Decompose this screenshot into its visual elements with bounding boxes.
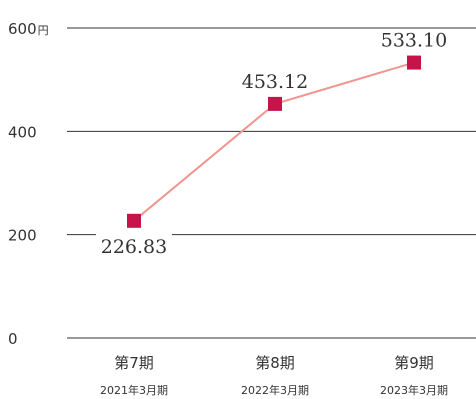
x-category-label: 第7期 (114, 354, 154, 372)
data-labels: 226.83 453.12 533.10 (101, 30, 447, 258)
x-category-sublabel: 2021年3月期 (100, 383, 168, 397)
data-label-backgrounds (96, 233, 172, 258)
data-label: 533.10 (381, 30, 447, 52)
y-axis-ticks: 0 200 400 600円 (8, 20, 49, 348)
data-point-marker (127, 213, 141, 228)
y-tick-label: 200 (8, 227, 37, 245)
data-label: 453.12 (242, 71, 308, 93)
data-label-background (96, 233, 172, 258)
y-tick-label: 400 (8, 123, 37, 141)
y-tick-label: 600円 (8, 20, 49, 38)
y-tick-label: 0 (8, 330, 18, 348)
x-category-sublabel: 2022年3月期 (241, 383, 309, 397)
x-category-label: 第8期 (255, 354, 295, 372)
data-point-marker (268, 96, 282, 111)
y-unit-label: 円 (38, 24, 49, 37)
x-axis-categories: 第7期 2021年3月期 第8期 2022年3月期 第9期 2023年3月期 (100, 354, 448, 397)
x-category-sublabel: 2023年3月期 (380, 383, 448, 397)
series-markers (127, 55, 421, 228)
x-category-label: 第9期 (394, 354, 434, 372)
data-label: 226.83 (101, 236, 167, 258)
data-point-marker (407, 55, 421, 70)
